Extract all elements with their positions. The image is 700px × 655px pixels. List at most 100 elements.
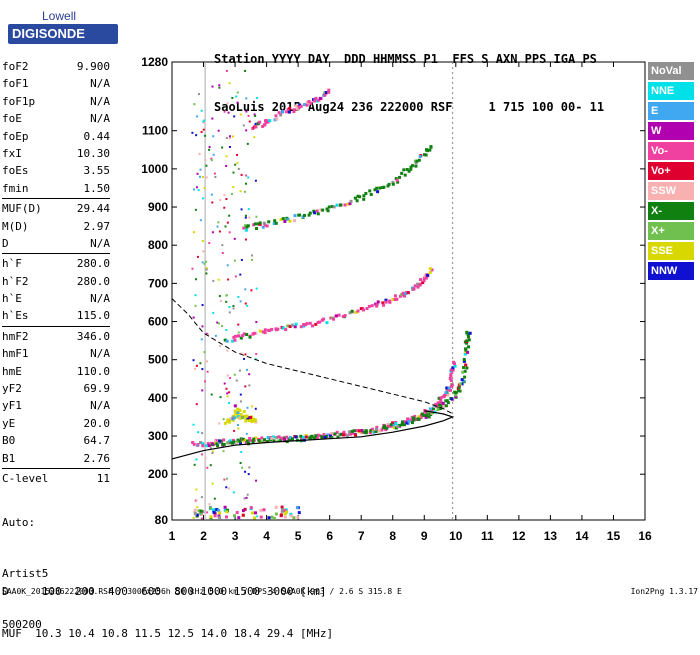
echo-point xyxy=(303,323,307,327)
noise-point xyxy=(247,114,250,117)
footer: SAA0K_2015236222000.RSF / 300fx256h 50 k… xyxy=(2,587,698,596)
noise-point xyxy=(232,307,235,310)
echo-point xyxy=(375,186,379,190)
echo-point xyxy=(315,436,319,440)
echo-point xyxy=(466,350,470,354)
echo-point xyxy=(413,159,417,163)
noise-point xyxy=(195,134,198,137)
echo-point xyxy=(374,427,378,431)
echo-point xyxy=(268,119,272,123)
noise-point xyxy=(221,325,224,328)
noise-point xyxy=(237,516,241,520)
noise-point xyxy=(247,208,250,211)
echo-point xyxy=(258,120,262,124)
legend-item: SSW xyxy=(648,182,694,200)
noise-point xyxy=(239,393,242,396)
echo-point xyxy=(245,439,249,443)
noise-point xyxy=(236,440,239,443)
echo-point xyxy=(246,416,250,420)
noise-point xyxy=(253,136,256,139)
echo-point xyxy=(325,321,329,325)
echo-point xyxy=(326,435,330,439)
noise-point xyxy=(201,325,204,328)
noise-point xyxy=(201,240,204,243)
noise-point xyxy=(212,153,215,156)
echo-point xyxy=(463,375,467,379)
noise-point xyxy=(240,352,243,355)
noise-point xyxy=(244,182,247,185)
noise-point xyxy=(201,510,205,514)
echo-point xyxy=(463,352,467,356)
echo-point xyxy=(275,435,279,439)
noise-point xyxy=(196,115,199,118)
echo-point xyxy=(285,435,289,439)
echo-point xyxy=(217,439,221,443)
echo-point xyxy=(342,431,346,435)
echo-point xyxy=(440,404,444,408)
noise-point xyxy=(208,503,211,506)
echo-point xyxy=(298,213,302,217)
echo-point xyxy=(419,416,423,420)
echo-point xyxy=(359,307,363,311)
param-label: hmE xyxy=(2,364,22,378)
echo-point xyxy=(415,282,419,286)
echo-point xyxy=(411,164,415,168)
echo-point xyxy=(419,278,423,282)
echo-point xyxy=(447,386,451,390)
echo-point xyxy=(272,435,276,439)
noise-point xyxy=(243,357,246,360)
noise-point xyxy=(248,120,251,123)
param-value: N/A xyxy=(90,399,110,413)
echo-point xyxy=(444,404,448,408)
echo-point xyxy=(376,190,380,194)
echo-point xyxy=(412,416,416,420)
noise-point xyxy=(205,267,208,270)
echo-point xyxy=(273,219,277,223)
echo-point xyxy=(330,432,334,436)
echo-point xyxy=(384,300,388,304)
echo-point xyxy=(251,332,255,336)
noise-point xyxy=(215,508,219,512)
param-row: B1 2.76 xyxy=(2,450,110,467)
param-value: 2.97 xyxy=(83,219,111,233)
echo-point xyxy=(391,421,395,425)
noise-point xyxy=(216,225,219,228)
noise-point xyxy=(208,146,211,149)
noise-point xyxy=(195,499,198,502)
echo-point xyxy=(424,153,428,157)
echo-point xyxy=(232,440,236,444)
noise-point xyxy=(248,216,251,219)
echo-point xyxy=(255,227,259,231)
echo-point xyxy=(410,421,414,425)
echo-point xyxy=(301,435,305,439)
noise-point xyxy=(219,345,222,348)
param-label: foF2 xyxy=(2,60,29,73)
echo-point xyxy=(285,110,289,114)
noise-point xyxy=(227,111,230,114)
noise-point xyxy=(225,198,228,201)
echo-point xyxy=(414,417,418,421)
echo-point xyxy=(460,382,464,386)
noise-point xyxy=(218,422,221,425)
noise-point xyxy=(206,360,209,363)
echo-point xyxy=(302,323,306,327)
legend-item: X- xyxy=(648,202,694,220)
param-value: 10.30 xyxy=(76,146,110,160)
echo-point xyxy=(398,294,402,298)
echo-point xyxy=(242,410,246,414)
ionogram-plot: 1 2 3 4 5 6 7 8 9 10 11 12 13 14 15 1680200300400500600… xyxy=(141,55,652,543)
echo-point xyxy=(233,416,237,420)
noise-point xyxy=(203,119,206,122)
echo-point xyxy=(248,438,252,442)
echo-point xyxy=(257,439,261,443)
noise-point xyxy=(253,516,257,520)
echo-point xyxy=(350,429,354,433)
noise-point xyxy=(254,122,257,125)
echo-point xyxy=(373,188,377,192)
model-curve xyxy=(171,298,453,415)
muf-frequency-row: MUF 10.3 10.4 10.8 11.5 12.5 14.0 18.4 2… xyxy=(2,627,334,640)
noise-point xyxy=(228,231,231,234)
noise-point xyxy=(213,497,216,500)
noise-point xyxy=(259,515,263,519)
noise-point xyxy=(236,91,239,94)
